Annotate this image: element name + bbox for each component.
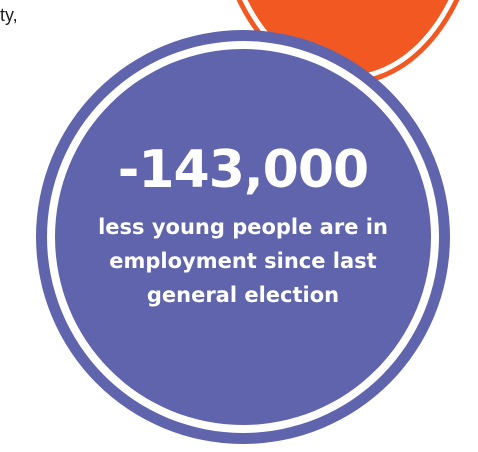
stat-number: -143,000	[117, 140, 369, 200]
stat-description-line: general election	[146, 283, 340, 307]
cropped-text-fragment: ty,	[0, 5, 18, 25]
stat-description: less young people are in employment sinc…	[60, 210, 426, 312]
stat-description-line: employment since last	[109, 249, 377, 273]
purple-circle-inner	[55, 49, 431, 425]
stat-description-line: less young people are in	[98, 215, 388, 239]
